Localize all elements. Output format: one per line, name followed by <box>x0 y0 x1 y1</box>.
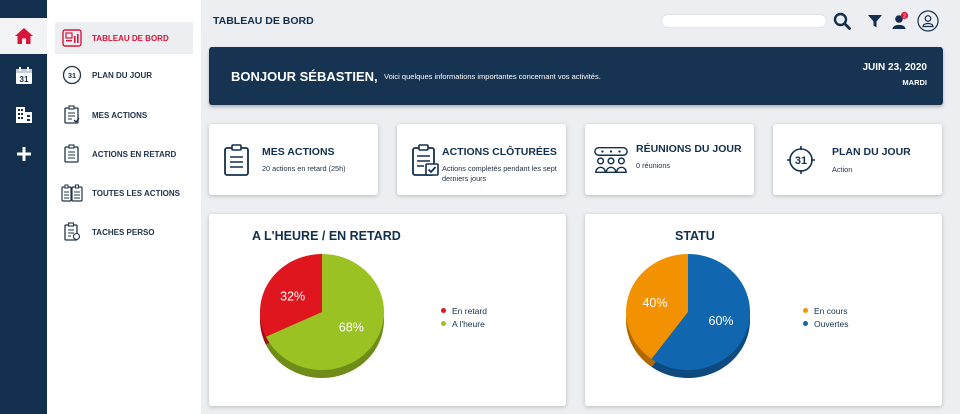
user-notification-icon[interactable]: 2 <box>889 10 911 32</box>
pie-data-label: 60% <box>709 314 734 328</box>
notification-badge: 2 <box>903 14 906 20</box>
meeting-icon <box>593 142 629 178</box>
svg-text:31: 31 <box>795 155 807 167</box>
sidebar-item-label: TACHES PERSO <box>92 227 155 237</box>
card-actions-cloturees[interactable]: ACTIONS CLÔTURÉES Actions completés pend… <box>397 124 566 195</box>
pie-slice[interactable] <box>265 254 384 370</box>
pie-data-label: 40% <box>642 296 667 310</box>
search-input[interactable] <box>661 14 827 28</box>
pie-slice[interactable] <box>626 254 688 359</box>
sidebar-item-mes-actions[interactable]: MES ACTIONS <box>55 99 193 131</box>
legend-item-open: Ouvertes <box>803 317 849 330</box>
legend-label: Ouvertes <box>814 318 849 329</box>
svg-text:31: 31 <box>19 75 28 84</box>
sidebar-item-label: PLAN DU JOUR <box>92 70 153 80</box>
svg-text:31: 31 <box>68 71 76 80</box>
pie-chart: 40% 60% <box>626 254 750 378</box>
legend-label: En cours <box>814 305 848 316</box>
card-title: MES ACTIONS <box>262 146 335 158</box>
pie-chart: 32% 68% <box>260 254 384 378</box>
icon-rail: 31 <box>0 0 47 414</box>
all-actions-icon <box>61 182 83 204</box>
pie-slice[interactable] <box>651 254 750 370</box>
clipboard-check-icon <box>407 142 443 178</box>
chart-title: STATU <box>675 229 715 243</box>
rail-calendar-button[interactable]: 31 <box>0 58 47 94</box>
clipboard-icon <box>219 142 255 178</box>
sidebar-item-label: TABLEAU DE BORD <box>92 33 169 43</box>
legend-dot <box>441 308 446 313</box>
card-title: RÉUNIONS DU JOUR <box>636 143 742 155</box>
legend-label: En retard <box>452 305 487 316</box>
legend-dot <box>803 321 808 326</box>
home-icon <box>14 28 33 44</box>
personal-tasks-icon <box>61 221 83 243</box>
sidebar-item-label: TOUTES LES ACTIONS <box>92 188 181 198</box>
late-checklist-icon <box>61 143 83 165</box>
filter-icon[interactable] <box>864 10 886 32</box>
calendar-31-icon: 31 <box>61 64 83 86</box>
card-plan-du-jour[interactable]: 31 PLAN DU JOUR Action <box>773 124 942 195</box>
sidebar-item-label: MES ACTIONS <box>92 110 148 120</box>
sidebar: TABLEAU DE BORD 31 PLAN DU JOUR MES ACTI… <box>47 0 201 414</box>
checklist-icon <box>61 104 83 126</box>
chart-title: A L'HEURE / EN RETARD <box>252 229 401 243</box>
sidebar-item-plan-du-jour[interactable]: 31 PLAN DU JOUR <box>55 59 193 91</box>
page-title: TABLEAU DE BORD <box>213 15 314 27</box>
greeting: BONJOUR SÉBASTIEN, <box>231 69 378 84</box>
pie-slice[interactable] <box>260 254 322 337</box>
sidebar-item-actions-en-retard[interactable]: ACTIONS EN RETARD <box>55 138 193 170</box>
sidebar-item-taches-perso[interactable]: TACHES PERSO <box>55 216 193 248</box>
rail-add-button[interactable] <box>0 136 47 172</box>
plan-31-icon: 31 <box>783 142 819 178</box>
pie-data-label: 68% <box>339 321 364 335</box>
card-reunions-du-jour[interactable]: RÉUNIONS DU JOUR 0 réunions <box>585 124 754 195</box>
sidebar-item-label: ACTIONS EN RETARD <box>92 149 177 159</box>
building-icon <box>15 107 32 123</box>
chart-legend: En retard A l'heure <box>441 304 487 330</box>
sidebar-item-dashboard[interactable]: TABLEAU DE BORD <box>55 22 193 54</box>
card-title: PLAN DU JOUR <box>832 146 911 158</box>
chart-panel-on-time-late: A L'HEURE / EN RETARD 32% 68% En retard A… <box>209 214 566 406</box>
card-title: ACTIONS CLÔTURÉES <box>442 146 557 158</box>
rail-home-button[interactable] <box>0 18 47 54</box>
card-subtitle: Actions completés pendant les sept derni… <box>442 164 557 183</box>
card-subtitle: Action <box>832 165 853 174</box>
profile-icon[interactable] <box>917 10 939 32</box>
greeting-subtitle: Voici quelques informations importantes … <box>384 72 601 81</box>
sidebar-item-toutes-les-actions[interactable]: TOUTES LES ACTIONS <box>55 177 193 209</box>
current-day: MARDI <box>902 78 927 87</box>
legend-dot <box>803 308 808 313</box>
top-bar: TABLEAU DE BORD 2 <box>201 0 960 42</box>
legend-item-in-progress: En cours <box>803 304 849 317</box>
legend-dot <box>441 321 446 326</box>
chart-legend: En cours Ouvertes <box>803 304 849 330</box>
chart-panel-status: STATU 40% 60% En cours Ouvertes <box>585 214 942 406</box>
calendar-icon: 31 <box>15 67 32 84</box>
search-icon[interactable] <box>831 10 853 32</box>
card-mes-actions[interactable]: MES ACTIONS 20 actions en retard (25h) <box>209 124 378 195</box>
card-subtitle: 20 actions en retard (25h) <box>262 164 346 173</box>
legend-label: A l'heure <box>452 318 485 329</box>
current-date: JUIN 23, 2020 <box>862 62 928 73</box>
card-subtitle: 0 réunions <box>636 161 671 170</box>
rail-building-button[interactable] <box>0 97 47 133</box>
dashboard-icon <box>61 27 83 49</box>
plus-icon <box>16 147 31 161</box>
legend-item-on-time: A l'heure <box>441 317 487 330</box>
legend-item-late: En retard <box>441 304 487 317</box>
welcome-banner: BONJOUR SÉBASTIEN, Voici quelques inform… <box>209 47 943 105</box>
pie-data-label: 32% <box>280 289 305 303</box>
